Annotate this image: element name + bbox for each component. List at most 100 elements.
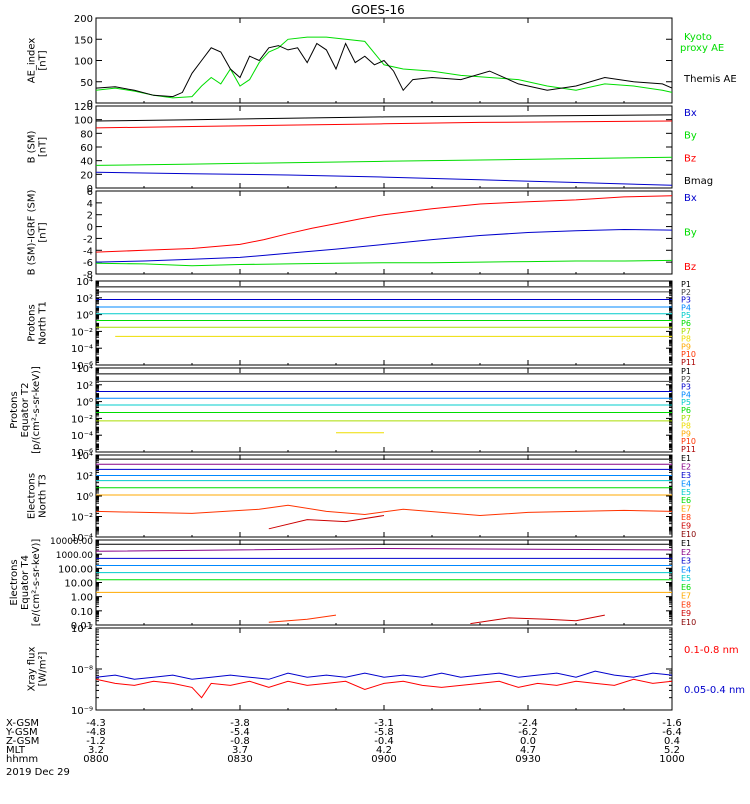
panel-frame bbox=[95, 190, 673, 275]
series-line bbox=[95, 36, 673, 99]
x-row-value: -3.8 bbox=[230, 718, 250, 729]
legend-label: E4 bbox=[681, 479, 691, 488]
y-tick-label: 10⁴ bbox=[76, 451, 93, 462]
legend-label: P9 bbox=[681, 342, 691, 351]
y-tick-label: 10.00 bbox=[64, 579, 93, 590]
legend-label: E9 bbox=[681, 522, 691, 531]
y-tick-label: 50 bbox=[80, 78, 93, 89]
y-tick-label: 1000.00 bbox=[56, 551, 93, 561]
legend-label: E7 bbox=[681, 592, 691, 601]
y-axis-label: Protons bbox=[9, 391, 20, 428]
y-tick-label: 10⁰ bbox=[76, 492, 93, 503]
y-axis-label: North T1 bbox=[38, 301, 49, 345]
legend-label: E6 bbox=[681, 496, 691, 505]
y-tick-label: -4 bbox=[83, 246, 93, 257]
legend-label: E10 bbox=[681, 530, 696, 539]
x-row-label: X-GSM bbox=[6, 718, 39, 729]
x-row-value: -6.2 bbox=[518, 727, 538, 738]
series-line bbox=[268, 515, 385, 530]
legend-label: P4 bbox=[681, 303, 691, 312]
y-axis-label: [e/(cm²-s-sr-keV)] bbox=[31, 539, 42, 627]
panel-frame bbox=[95, 105, 673, 189]
legend-label: E9 bbox=[681, 609, 691, 618]
legend-label: P10 bbox=[681, 437, 696, 446]
y-tick-label: 10⁻² bbox=[71, 513, 93, 524]
y-tick-label: 0 bbox=[87, 223, 93, 234]
legend-label: Kyoto bbox=[684, 32, 712, 43]
y-tick-label: 10000.00 bbox=[50, 537, 93, 547]
series-line bbox=[95, 120, 673, 129]
legend-label: P11 bbox=[681, 445, 696, 454]
legend-label: proxy AE bbox=[680, 43, 724, 54]
y-tick-label: 2 bbox=[87, 211, 93, 222]
legend-label: E2 bbox=[681, 462, 691, 471]
x-row-value: 0900 bbox=[371, 754, 396, 765]
legend-label: By bbox=[684, 228, 697, 239]
legend-label: P2 bbox=[681, 375, 691, 384]
y-axis-label: Electrons bbox=[9, 559, 20, 605]
x-row-value: 0800 bbox=[83, 754, 108, 765]
x-row-value: -1.2 bbox=[86, 736, 106, 747]
y-tick-label: 60 bbox=[80, 143, 93, 154]
legend-label: P8 bbox=[681, 335, 691, 344]
x-row-value: 4.7 bbox=[520, 745, 536, 756]
x-row-label: Z-GSM bbox=[6, 736, 39, 747]
y-axis-label: [p/(cm²-s-sr-keV)] bbox=[31, 366, 42, 454]
legend-label: Themis AE bbox=[683, 74, 737, 85]
legend-label: E5 bbox=[681, 488, 691, 497]
legend-label: Bz bbox=[684, 153, 696, 164]
legend-label: Bz bbox=[684, 262, 696, 273]
legend-label: E3 bbox=[681, 471, 691, 480]
x-row-value: -0.8 bbox=[230, 736, 250, 747]
y-tick-label: 10⁻⁶ bbox=[71, 361, 93, 372]
y-tick-label: 10⁻⁸ bbox=[71, 665, 93, 676]
legend-label: 0.1-0.8 nm bbox=[684, 645, 739, 656]
x-row-value: -0.4 bbox=[374, 736, 394, 747]
legend-label: P7 bbox=[681, 327, 691, 336]
legend-label: E1 bbox=[681, 454, 691, 463]
legend-label: By bbox=[684, 131, 697, 142]
y-axis-label: [nT] bbox=[38, 137, 49, 157]
x-row-value: 0930 bbox=[515, 754, 540, 765]
y-axis-label: Equator T2 bbox=[20, 383, 31, 438]
x-row-value: -5.8 bbox=[374, 727, 394, 738]
legend-label: E4 bbox=[681, 565, 691, 574]
y-tick-label: 10² bbox=[76, 294, 93, 305]
legend-label: E7 bbox=[681, 505, 691, 514]
legend-label: P9 bbox=[681, 429, 691, 438]
legend-label: E8 bbox=[681, 600, 691, 609]
legend-label: P5 bbox=[681, 311, 691, 320]
x-row-value: 0.0 bbox=[520, 736, 536, 747]
x-row-value: -6.4 bbox=[662, 727, 682, 738]
y-tick-label: 10⁰ bbox=[76, 398, 93, 409]
y-tick-label: 40 bbox=[80, 157, 93, 168]
legend-label: E10 bbox=[681, 618, 696, 627]
legend-label: P7 bbox=[681, 414, 691, 423]
y-tick-label: 0.01 bbox=[71, 621, 93, 632]
y-tick-label: 10² bbox=[76, 381, 93, 392]
x-row-label: Y-GSM bbox=[5, 727, 38, 738]
y-axis-label: [W/m²] bbox=[38, 651, 49, 686]
y-tick-label: 10⁰ bbox=[76, 311, 93, 322]
chart-title: GOES-16 bbox=[351, 3, 405, 17]
panel-frame bbox=[95, 367, 673, 453]
x-row-value: -5.4 bbox=[230, 727, 250, 738]
legend-label: P5 bbox=[681, 398, 691, 407]
x-row-value: 5.2 bbox=[664, 745, 680, 756]
panel-frame bbox=[95, 454, 673, 538]
y-tick-label: 20 bbox=[80, 170, 93, 181]
series-line bbox=[95, 171, 673, 186]
legend-label: E6 bbox=[681, 583, 691, 592]
y-tick-label: 80 bbox=[80, 129, 93, 140]
series-line bbox=[95, 156, 673, 166]
legend-label: P3 bbox=[681, 383, 691, 392]
series-line bbox=[95, 42, 673, 98]
legend-label: Bmag bbox=[684, 176, 713, 187]
series-line bbox=[95, 114, 673, 122]
y-axis-label: [nT] bbox=[38, 222, 49, 242]
y-tick-label: 100 bbox=[74, 57, 93, 68]
panel-frame bbox=[95, 627, 673, 711]
legend-label: P6 bbox=[681, 319, 691, 328]
y-tick-label: 10⁻⁶ bbox=[71, 448, 93, 459]
panel-frame bbox=[95, 280, 673, 366]
